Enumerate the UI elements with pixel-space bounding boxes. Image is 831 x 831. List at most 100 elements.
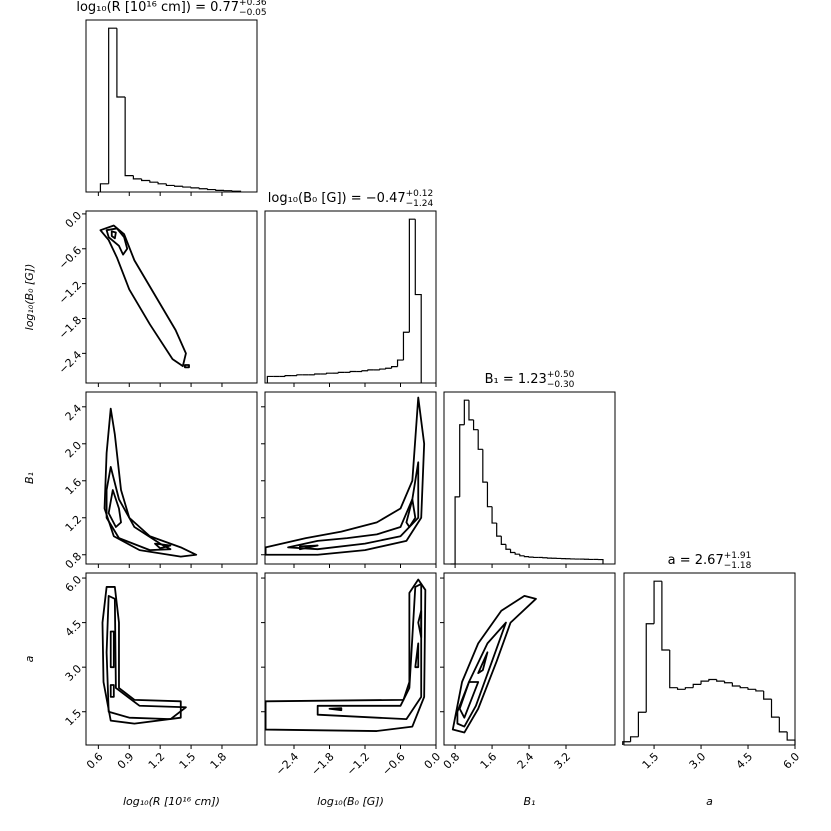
histogram-step	[314, 373, 321, 375]
y-tick-label: 3.0	[63, 662, 85, 684]
y-tick-label: −1.8	[56, 314, 84, 342]
contour	[328, 707, 343, 712]
panel-frame	[264, 210, 437, 384]
panel-frame	[443, 391, 616, 565]
histogram-step	[669, 649, 678, 689]
title-upper: +0.12	[406, 189, 434, 199]
histogram-step	[778, 717, 788, 733]
histogram-step	[198, 187, 208, 190]
y-tick-label: 6.0	[63, 573, 85, 595]
histogram-step	[653, 580, 662, 624]
histogram-step	[266, 375, 274, 383]
panel-frame	[85, 572, 258, 746]
histogram-step	[157, 182, 167, 185]
y-axis-label: a	[23, 655, 36, 662]
histogram-step	[284, 375, 292, 377]
histogram-step	[629, 736, 639, 742]
histogram-step	[739, 686, 749, 689]
histogram-step	[486, 482, 493, 508]
panel-title: log₁₀(B₀ [G]) = −0.47+0.12 −1.24	[268, 189, 434, 209]
histogram-step	[723, 681, 733, 684]
x-tick-label: −1.2	[344, 750, 372, 778]
contour	[103, 407, 198, 558]
contour	[99, 224, 187, 368]
x-tick-label: 1.5	[640, 750, 662, 772]
x-tick-label: 0.8	[441, 750, 463, 772]
panel-title: a = 2.67+1.91 −1.18	[668, 551, 752, 571]
y-axis-label: B₁	[23, 472, 36, 484]
panel-frame	[85, 391, 258, 565]
title-main: B₁ = 1.23	[485, 372, 547, 387]
histogram-step	[491, 506, 497, 524]
title-lower: −0.05	[239, 8, 267, 18]
histogram-step	[385, 367, 392, 370]
panel-frame	[85, 210, 258, 384]
x-tick-label: 1.5	[177, 750, 199, 772]
histogram-step	[459, 424, 465, 497]
contour	[458, 681, 480, 719]
x-tick-label: 0.0	[422, 750, 444, 772]
histogram-step	[149, 180, 159, 183]
histogram-step	[700, 680, 709, 685]
x-tick-label: −1.8	[309, 750, 337, 778]
histogram-step	[645, 623, 655, 713]
histogram-step	[496, 523, 502, 537]
histogram-step	[509, 549, 516, 554]
y-tick-label: −0.6	[56, 244, 84, 272]
title-upper: +0.50	[547, 370, 575, 380]
x-tick-label: 1.2	[146, 750, 168, 772]
histogram-step	[231, 190, 242, 192]
histogram-step	[396, 359, 404, 367]
y-tick-label: 2.4	[63, 402, 85, 424]
x-axis-label: log₁₀(R [10¹⁶ cm])	[123, 795, 220, 808]
x-axis-label: a	[706, 795, 713, 808]
contour	[105, 466, 172, 552]
histogram-step	[463, 399, 469, 425]
histogram-step	[141, 178, 150, 182]
panel-frame	[264, 391, 437, 565]
histogram-step	[367, 369, 374, 371]
histogram-step	[165, 183, 175, 187]
histogram-step	[361, 370, 368, 372]
histogram-step	[763, 690, 772, 700]
histogram-step	[132, 175, 142, 180]
x-tick-label: 0.9	[115, 750, 137, 772]
histogram-step	[661, 581, 670, 651]
title-main: log₁₀(B₀ [G]) = −0.47	[268, 191, 406, 206]
contour	[287, 461, 420, 551]
histogram-step	[349, 370, 357, 373]
histogram-step	[472, 419, 479, 431]
contour	[316, 583, 423, 721]
contour	[417, 609, 423, 639]
histogram-step	[468, 400, 474, 421]
histogram-step	[296, 374, 303, 376]
title-lower: −0.30	[547, 380, 575, 390]
panel-frame	[623, 572, 796, 746]
contour	[109, 630, 115, 669]
contour	[299, 544, 319, 551]
title-main: log₁₀(R [10¹⁶ cm]) = 0.77	[76, 0, 239, 15]
contour	[264, 578, 427, 732]
title-lower: −1.24	[406, 199, 434, 209]
histogram-step	[215, 189, 225, 191]
contour	[183, 364, 190, 369]
x-axis-label: log₁₀(B₀ [G])	[317, 795, 384, 808]
title-upper: +1.91	[724, 551, 752, 561]
histogram-step	[523, 555, 530, 558]
histogram-step	[408, 218, 416, 333]
histogram-step	[173, 185, 183, 187]
y-axis-label: log₁₀(B₀ [G])	[23, 264, 36, 331]
title-main: a = 2.67	[668, 553, 724, 568]
histogram-step	[402, 331, 410, 361]
y-tick-label: 1.5	[63, 707, 85, 729]
histogram-step	[182, 186, 192, 188]
histogram-step	[622, 741, 631, 745]
histogram-step	[477, 429, 483, 450]
histogram-step	[454, 496, 460, 564]
histogram-step	[337, 371, 345, 374]
y-tick-label: −1.2	[56, 279, 84, 307]
histogram-step	[731, 682, 741, 687]
x-tick-label: 1.8	[208, 750, 230, 772]
contour	[110, 230, 117, 240]
x-tick-label: 3.2	[552, 750, 574, 772]
